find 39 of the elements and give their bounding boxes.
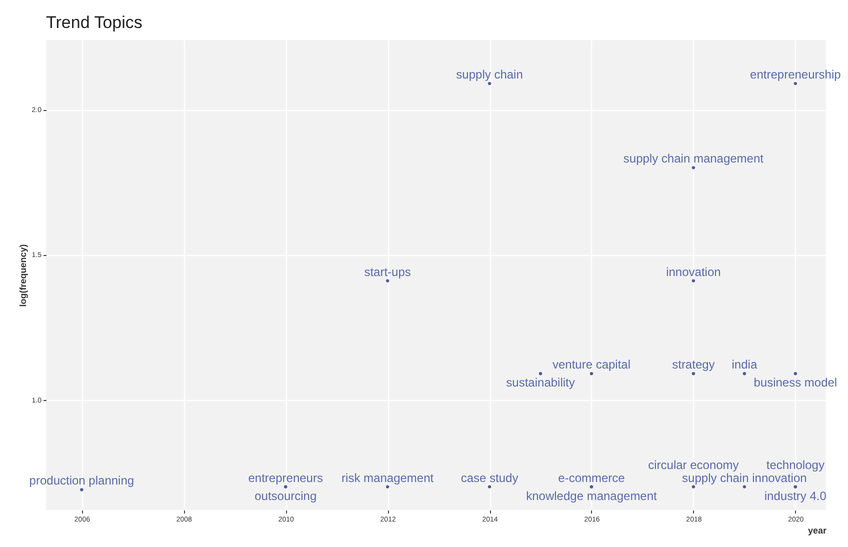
point (488, 82, 492, 86)
point (80, 488, 84, 492)
annotation: risk management (342, 470, 434, 485)
annotation: venture capital (552, 358, 631, 372)
annotation: case study (460, 470, 518, 485)
annotation: outsourcing (254, 488, 317, 503)
annotation: sustainability (506, 376, 575, 390)
annotation: start-ups (364, 264, 411, 279)
point (386, 485, 390, 488)
point (538, 372, 542, 376)
annotation: supply chain innovation (682, 470, 807, 485)
point (794, 82, 797, 86)
point (692, 485, 696, 488)
point (488, 485, 492, 488)
annotation: india (732, 358, 758, 372)
annotation: e-commerce (558, 470, 626, 485)
y-axis-title: log(frequency) (18, 244, 28, 307)
point (692, 372, 696, 376)
x-axis-title: year (808, 526, 827, 536)
annotation: strategy (672, 358, 715, 372)
point (590, 372, 594, 376)
annotation: knowledge management (526, 488, 658, 503)
point (386, 279, 390, 282)
annotation: entrepreneurship (750, 68, 842, 82)
annotation: supply chain (456, 68, 523, 82)
annotation: business model (754, 376, 838, 390)
point (794, 372, 797, 376)
point (692, 166, 696, 170)
point (742, 485, 746, 488)
chart-title: Trend Topics (46, 13, 142, 32)
annotation: technology (766, 458, 824, 472)
point (692, 279, 696, 282)
annotation: production planning (29, 474, 134, 488)
annotation: innovation (666, 264, 721, 279)
annotation: circular economy (648, 458, 739, 472)
annotation: supply chain management (623, 152, 764, 166)
annotation: entrepreneurs (248, 470, 323, 485)
point (742, 372, 746, 376)
annotation: industry 4.0 (764, 488, 827, 503)
